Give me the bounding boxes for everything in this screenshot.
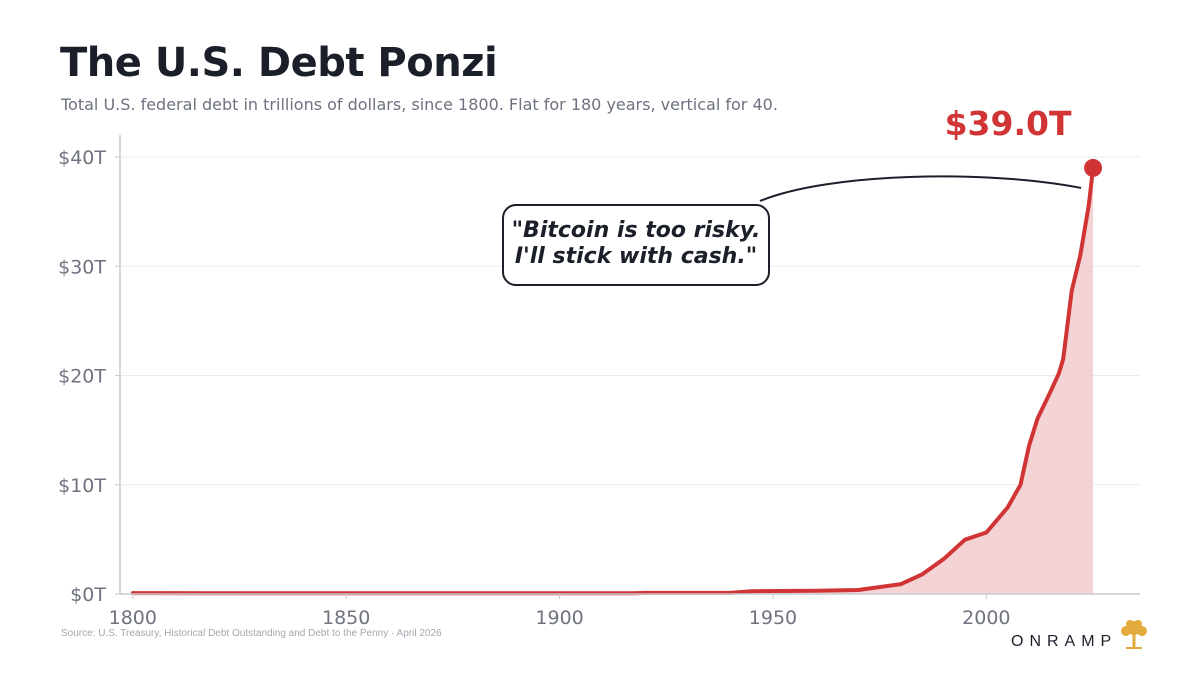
x-tick-label: 1800 <box>109 607 157 629</box>
x-tick-label: 2000 <box>962 607 1010 629</box>
latest-value-marker <box>1084 158 1103 177</box>
chart-title: The U.S. Debt Ponzi <box>60 40 498 86</box>
callout-quote-line-2: I'll stick with cash." <box>515 244 757 269</box>
y-axis-ticks: $0T $10T $20T $30T $40T <box>58 147 120 606</box>
brand-wordmark: ONRAMP <box>1011 633 1118 650</box>
gridlines <box>120 156 1140 486</box>
y-tick-label: $40T <box>58 147 106 169</box>
x-tick-label: 1850 <box>322 607 370 629</box>
x-tick-label: 1900 <box>535 607 583 629</box>
y-tick-label: $20T <box>58 366 106 388</box>
x-axis-ticks: 1800 1850 1900 1950 2000 <box>109 594 1011 629</box>
chart-subtitle: Total U.S. federal debt in trillions of … <box>61 95 778 114</box>
axes <box>119 135 1140 595</box>
latest-value-label: $39.0T <box>945 104 1072 143</box>
debt-area-fill <box>132 167 1094 594</box>
y-tick-label: $10T <box>58 475 106 497</box>
x-tick-label: 1950 <box>749 607 797 629</box>
y-tick-label: $0T <box>70 584 106 606</box>
y-tick-label: $30T <box>58 256 106 278</box>
debt-line <box>130 165 1096 596</box>
callout-connector <box>759 175 1082 202</box>
source-note: Source: U.S. Treasury, Historical Debt O… <box>61 628 442 639</box>
callout-box <box>502 204 770 286</box>
tree-icon <box>1121 620 1147 649</box>
callout-quote-line-1: "Bitcoin is too risky. <box>512 218 761 243</box>
